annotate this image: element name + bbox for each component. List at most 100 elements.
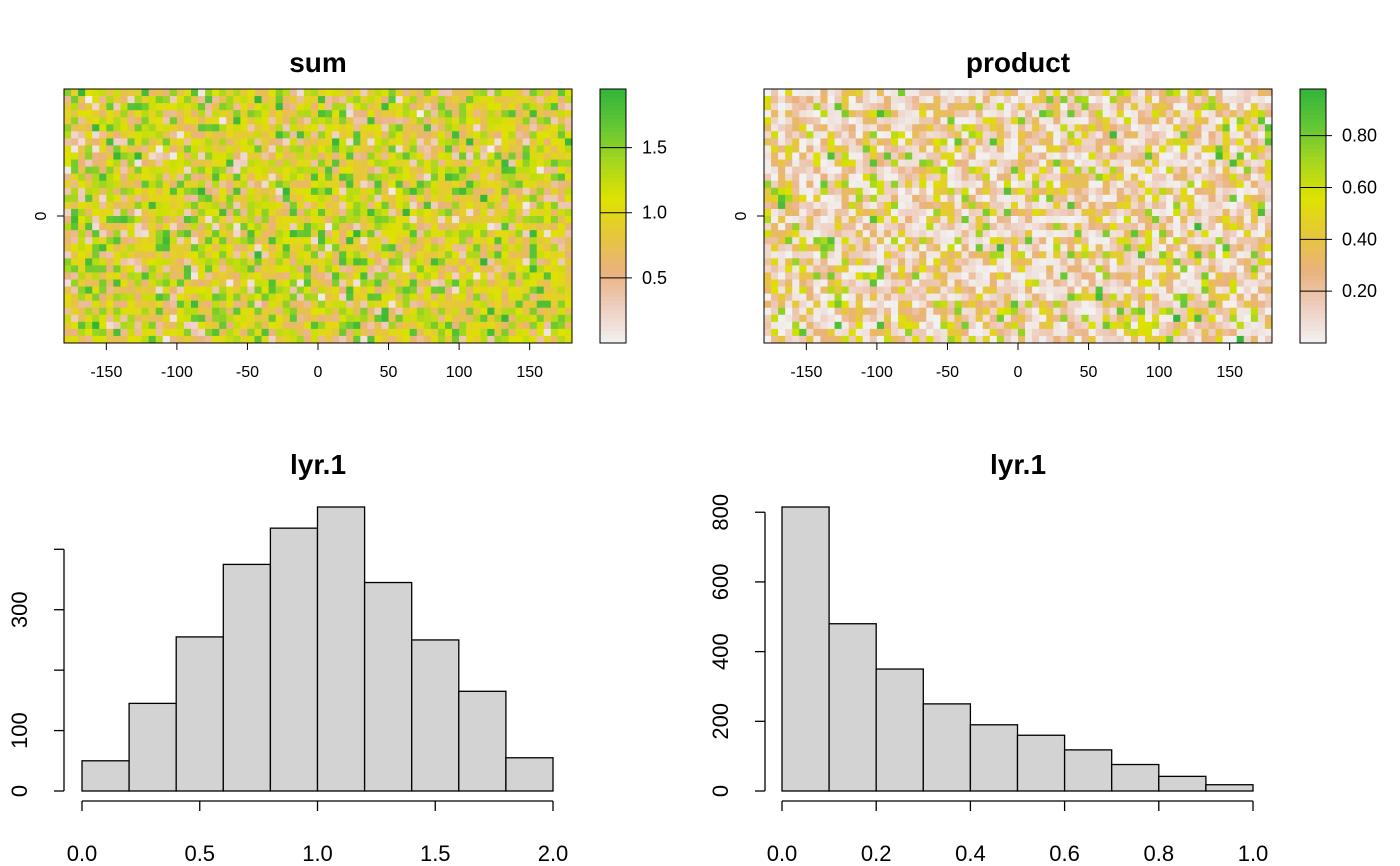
- raster-cell: [792, 265, 800, 273]
- raster-cell: [409, 187, 418, 196]
- raster-cell: [423, 166, 432, 175]
- raster-cell: [827, 117, 835, 125]
- legend-color-step: [600, 110, 626, 115]
- raster-cell: [388, 265, 397, 273]
- raster-cell: [564, 307, 573, 316]
- raster-cell: [191, 328, 199, 337]
- raster-cell: [1173, 110, 1181, 118]
- raster-cell: [778, 194, 786, 203]
- raster-cell: [1074, 300, 1082, 309]
- raster-cell: [191, 194, 199, 203]
- raster-cell: [480, 117, 488, 125]
- raster-cell: [1116, 258, 1125, 266]
- raster-cell: [961, 117, 970, 125]
- raster-cell: [452, 335, 460, 344]
- raster-cell: [550, 110, 559, 118]
- raster-cell: [423, 208, 432, 217]
- raster-cell: [1018, 103, 1026, 111]
- raster-cell: [778, 159, 786, 168]
- raster-cell: [975, 286, 984, 295]
- raster-cell: [954, 159, 962, 168]
- raster-cell: [975, 216, 984, 224]
- raster-cell: [64, 286, 72, 295]
- raster-cell: [522, 124, 531, 132]
- raster-cell: [529, 194, 538, 203]
- raster-cell: [120, 258, 128, 266]
- raster-cell: [445, 251, 453, 259]
- raster-cell: [543, 265, 552, 273]
- raster-cell: [1025, 166, 1033, 175]
- raster-cell: [205, 244, 213, 252]
- raster-cell: [1222, 110, 1231, 118]
- raster-cell: [1095, 124, 1104, 132]
- raster-cell: [113, 321, 121, 330]
- raster-cell: [106, 307, 114, 316]
- raster-cell: [1116, 180, 1125, 189]
- raster-cell: [1046, 103, 1054, 111]
- raster-cell: [205, 321, 213, 330]
- raster-cell: [1152, 166, 1160, 175]
- raster-cell: [1018, 89, 1026, 97]
- raster-cell: [1201, 110, 1209, 118]
- raster-cell: [1194, 124, 1202, 132]
- raster-cell: [106, 159, 114, 168]
- raster-cell: [1081, 117, 1089, 125]
- raster-cell: [296, 201, 305, 210]
- raster-cell: [374, 293, 382, 302]
- raster-cell: [961, 279, 970, 287]
- raster-cell: [848, 173, 857, 182]
- raster-cell: [275, 244, 284, 252]
- raster-cell: [827, 201, 835, 210]
- raster-cell: [71, 230, 79, 238]
- raster-cell: [64, 173, 72, 182]
- raster-cell: [947, 166, 955, 175]
- legend-color-step: [600, 224, 626, 230]
- raster-cell: [785, 258, 793, 266]
- raster-cell: [134, 244, 143, 252]
- raster-cell: [557, 131, 566, 139]
- raster-cell: [85, 110, 93, 118]
- raster-cell: [1215, 173, 1224, 182]
- raster-cell: [1074, 265, 1082, 273]
- raster-cell: [416, 216, 425, 224]
- raster-cell: [388, 237, 397, 245]
- raster-cell: [869, 187, 878, 196]
- raster-cell: [480, 216, 488, 224]
- raster-cell: [191, 258, 199, 266]
- raster-cell: [381, 159, 389, 168]
- raster-cell: [940, 89, 948, 97]
- raster-cell: [402, 244, 411, 252]
- raster-cell: [332, 138, 340, 146]
- raster-cell: [459, 258, 467, 266]
- raster-cell: [1010, 103, 1019, 111]
- raster-cell: [367, 103, 375, 111]
- raster-cell: [1053, 96, 1061, 104]
- raster-cell: [1053, 279, 1061, 287]
- raster-cell: [452, 307, 460, 316]
- raster-cell: [395, 201, 404, 210]
- raster-cell: [494, 124, 502, 132]
- raster-cell: [339, 152, 347, 160]
- raster-cell: [226, 180, 234, 189]
- raster-cell: [1257, 201, 1266, 210]
- raster-cell: [318, 159, 326, 168]
- raster-cell: [813, 208, 821, 217]
- raster-cell: [1173, 201, 1181, 210]
- raster-cell: [1159, 307, 1167, 316]
- raster-cell: [1208, 194, 1216, 203]
- raster-cell: [905, 300, 913, 309]
- raster-cell: [883, 194, 892, 203]
- raster-cell: [954, 258, 962, 266]
- raster-cell: [813, 223, 821, 231]
- raster-cell: [1264, 131, 1273, 139]
- raster-cell: [1145, 237, 1153, 245]
- raster-cell: [1116, 279, 1125, 287]
- raster-cell: [106, 314, 114, 323]
- raster-cell: [764, 201, 772, 210]
- raster-cell: [891, 194, 899, 203]
- raster-cell: [148, 244, 157, 252]
- raster-cell: [473, 110, 481, 118]
- raster-cell: [1095, 230, 1104, 238]
- raster-cell: [1116, 124, 1125, 132]
- raster-cell: [289, 180, 298, 189]
